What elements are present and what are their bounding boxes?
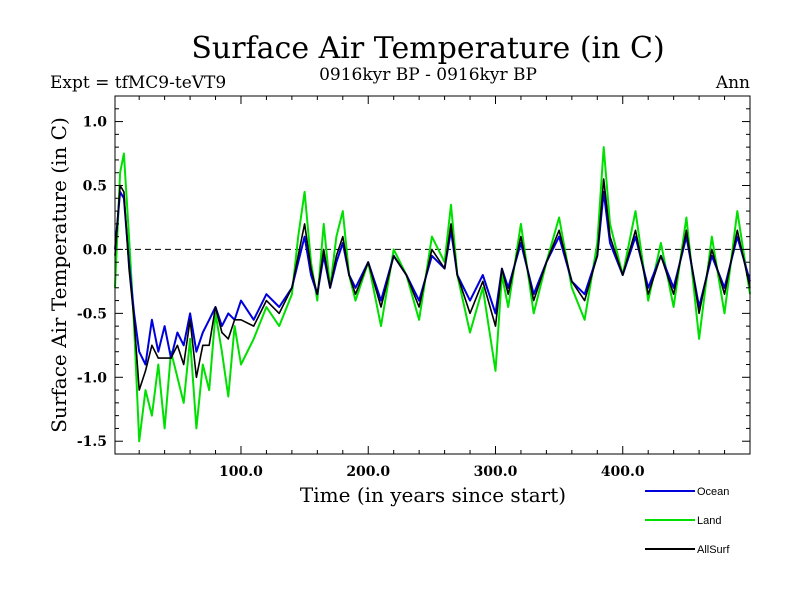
chart-subtitle: 0916kyr BP - 0916kyr BP (319, 65, 537, 85)
series-line-land (114, 146, 751, 443)
legend-label-allsurf: AllSurf (697, 544, 730, 556)
period-label: Ann (715, 73, 750, 93)
expt-label: Expt = tfMC9-teVT9 (50, 73, 226, 93)
legend-label-land: Land (697, 515, 721, 527)
y-tick-label: 1.0 (83, 115, 108, 131)
y-tick-label: -1.5 (77, 434, 107, 450)
y-tick-label: -1.0 (77, 370, 107, 386)
y-tick-label: 0.5 (83, 179, 107, 195)
x-tick-label: 200.0 (346, 464, 390, 480)
y-tick-label: 0.0 (83, 242, 108, 258)
y-tick-label: -0.5 (77, 306, 107, 322)
x-axis-label: Time (in years since start) (300, 483, 566, 507)
series-line-ocean (114, 190, 751, 366)
series-line-allsurf (114, 178, 751, 391)
plot-area (114, 146, 751, 443)
axis-ticks: 100.0 200.0 300.0 400.0 -1.5 -1.0 -0.5 0.0 0.5 1.… (77, 96, 750, 480)
x-tick-label: 300.0 (474, 464, 518, 480)
y-axis-label: Surface Air Temperature (in C) (47, 117, 71, 433)
x-tick-label: 100.0 (219, 464, 263, 480)
x-tick-label: 400.0 (601, 464, 645, 480)
chart-title: Surface Air Temperature (in C) (191, 31, 664, 66)
legend: Ocean Land AllSurf (645, 486, 730, 556)
legend-label-ocean: Ocean (697, 486, 729, 498)
